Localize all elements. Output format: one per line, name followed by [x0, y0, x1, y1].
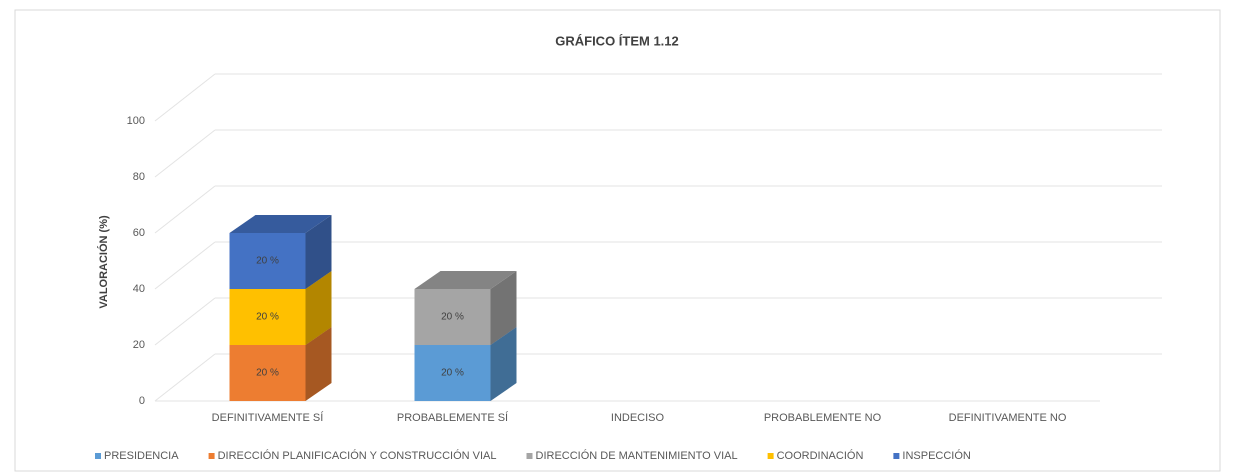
legend-swatch	[526, 453, 533, 459]
bar-front	[229, 289, 306, 345]
bar-front	[414, 345, 491, 401]
chart-title: GRÁFICO ÍTEM 1.12	[555, 33, 679, 48]
data-label: 20 %	[441, 368, 464, 379]
chart-frame	[14, 9, 1221, 472]
side-wall-line	[154, 241, 216, 290]
bar-side	[305, 271, 332, 345]
y-tick-label: 40	[133, 283, 145, 295]
bar-side	[490, 327, 517, 401]
bar-side	[305, 327, 332, 401]
bar-top	[229, 215, 332, 233]
y-tick-label: 80	[133, 171, 145, 183]
legend-swatch	[893, 453, 900, 459]
legend-label: DIRECCIÓN DE MANTENIMIENTO VIAL	[536, 449, 738, 462]
legend-label: INSPECCIÓN	[902, 449, 971, 462]
x-tick-label: DEFINITIVAMENTE SÍ	[212, 411, 325, 424]
legend-swatch	[767, 453, 774, 459]
y-tick-label: 60	[133, 227, 145, 239]
x-tick-label: PROBABLEMENTE SÍ	[397, 411, 509, 424]
legend-label: PRESIDENCIA	[104, 450, 179, 462]
bar-top	[414, 271, 517, 289]
data-label: 20 %	[441, 312, 464, 323]
y-tick-label: 20	[133, 339, 145, 351]
bar-front	[414, 289, 491, 345]
legend-label: DIRECCIÓN PLANIFICACIÓN Y CONSTRUCCIÓN V…	[218, 449, 497, 462]
y-tick-label: 0	[139, 395, 145, 407]
bar-side	[490, 271, 517, 345]
bar-side	[305, 215, 332, 289]
legend-label: COORDINACIÓN	[777, 449, 864, 462]
legend-swatch	[208, 453, 215, 459]
data-label: 20 %	[256, 368, 279, 379]
x-tick-label: DEFINITIVAMENTE NO	[949, 412, 1067, 424]
y-axis-title: VALORACIÓN (%)	[97, 215, 110, 309]
bar-segment	[414, 271, 517, 345]
legend-swatch	[95, 453, 101, 459]
side-wall-line	[154, 73, 216, 122]
bar-front	[229, 345, 306, 401]
side-wall-line	[154, 297, 216, 346]
x-tick-label: PROBABLEMENTE NO	[764, 412, 882, 424]
bar-segment	[229, 215, 332, 289]
y-tick-label: 100	[127, 115, 145, 127]
x-tick-label: INDECISO	[611, 412, 665, 424]
side-wall-line	[154, 353, 216, 402]
side-wall-line	[154, 185, 216, 234]
side-wall-line	[154, 129, 216, 178]
data-label: 20 %	[256, 256, 279, 267]
bar-front	[229, 233, 306, 289]
data-label: 20 %	[256, 312, 279, 323]
